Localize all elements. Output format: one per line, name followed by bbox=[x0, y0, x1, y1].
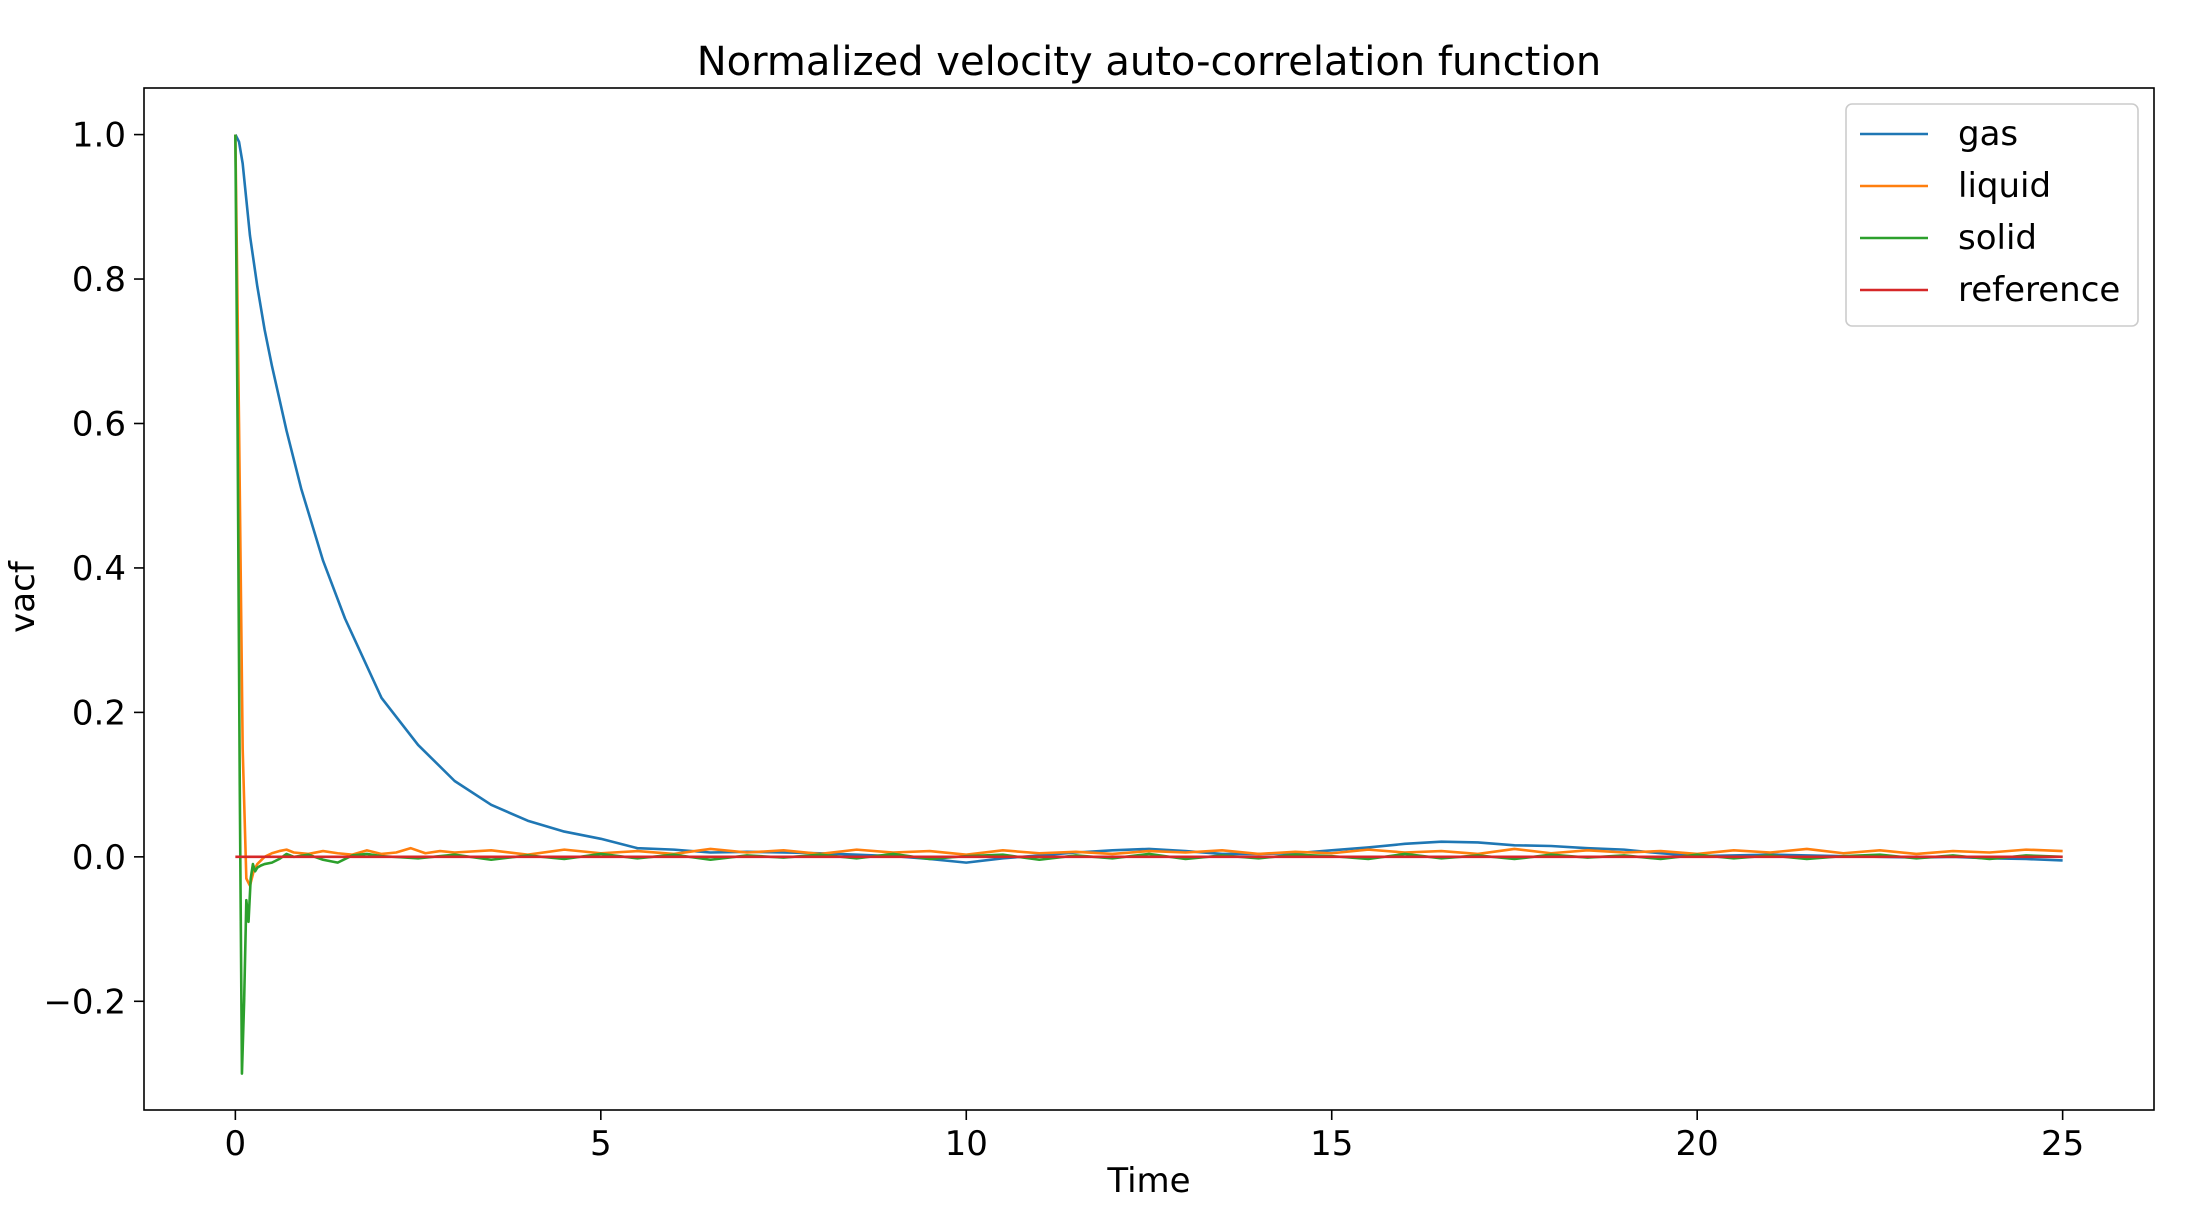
x-tick-label: 25 bbox=[2041, 1124, 2084, 1164]
y-tick-label: −0.2 bbox=[43, 982, 126, 1022]
y-tick-label: 0.6 bbox=[72, 404, 126, 444]
series-line-liquid bbox=[234, 134, 2063, 888]
legend-label-solid: solid bbox=[1958, 218, 2037, 258]
y-tick-label: 0.8 bbox=[72, 260, 126, 300]
y-tick-label: 1.0 bbox=[72, 116, 126, 156]
y-axis-label: vacf bbox=[3, 560, 43, 633]
y-tick-label: 0.4 bbox=[72, 549, 126, 589]
x-tick-label: 15 bbox=[1310, 1124, 1353, 1164]
legend: gas liquid solid reference bbox=[1845, 103, 2139, 327]
legend-label-liquid: liquid bbox=[1958, 166, 2051, 206]
legend-box bbox=[1845, 103, 2139, 327]
legend-label-reference: reference bbox=[1958, 270, 2120, 310]
y-tick-label: 0.0 bbox=[72, 838, 126, 878]
y-tick-label: 0.2 bbox=[72, 693, 126, 733]
x-tick-label: 10 bbox=[945, 1124, 988, 1164]
x-tick-label: 5 bbox=[590, 1124, 612, 1164]
x-axis-label: Time bbox=[1106, 1161, 1190, 1201]
plot-area: 0 5 10 15 20 25 −0.2 0.0 0.2 0.4 0.6 0.8 1.0 bbox=[43, 87, 2155, 1164]
axes-frame bbox=[143, 87, 2155, 1111]
chart-title: Normalized velocity auto-correlation fun… bbox=[697, 39, 1602, 85]
x-tick-label: 20 bbox=[1676, 1124, 1719, 1164]
x-tick-label: 0 bbox=[225, 1124, 247, 1164]
legend-label-gas: gas bbox=[1958, 114, 2018, 154]
